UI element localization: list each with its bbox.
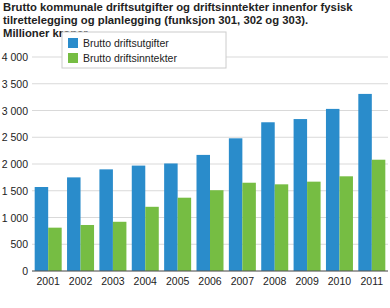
y-tick-label: 500	[10, 238, 28, 250]
y-tick-label: 2 500	[2, 131, 28, 143]
x-tick-label: 2009	[295, 275, 319, 287]
x-tick-label: 2002	[69, 275, 93, 287]
x-tick-label: 2006	[198, 275, 222, 287]
bar	[178, 198, 192, 271]
grid-line	[32, 271, 388, 272]
x-tick-label: 2001	[37, 275, 61, 287]
x-tick-label: 2005	[166, 275, 190, 287]
bar	[229, 138, 243, 271]
bar	[372, 160, 386, 271]
y-tick-label: 3 500	[2, 78, 28, 90]
title: Brutto kommunale driftsutgifter og drift…	[3, 1, 383, 27]
legend-label: Brutto driftsinntekter	[83, 52, 177, 64]
bar	[339, 176, 353, 271]
x-axis	[32, 271, 388, 272]
bar	[113, 222, 127, 271]
bar	[307, 182, 321, 271]
x-tick-label: 2008	[263, 275, 287, 287]
y-tick-label: 4 000	[2, 51, 28, 63]
y-tick-label: 3 000	[2, 105, 28, 117]
bar	[242, 183, 256, 271]
bar	[275, 184, 289, 271]
bar	[261, 122, 275, 271]
x-tick-label: 2007	[231, 275, 255, 287]
x-tick-label: 2003	[101, 275, 125, 287]
legend-swatch	[68, 38, 78, 48]
bar	[132, 166, 146, 271]
bar	[48, 228, 62, 271]
bars	[35, 94, 386, 271]
bar	[35, 187, 49, 271]
bar	[197, 155, 211, 271]
bar	[294, 119, 308, 271]
bar	[358, 94, 372, 271]
legend-swatch	[68, 53, 78, 63]
bar	[81, 225, 95, 271]
legend-label: Brutto driftsutgifter	[83, 37, 169, 49]
x-tick-label: 2011	[361, 275, 384, 287]
bar	[67, 177, 81, 271]
bar	[326, 109, 340, 271]
y-tick-label: 1 500	[2, 185, 28, 197]
y-tick-label: 2 000	[2, 158, 28, 170]
y-tick-label: 0	[22, 265, 28, 277]
x-tick-label: 2010	[328, 275, 352, 287]
bar	[210, 190, 224, 271]
x-tick-label: 2004	[134, 275, 158, 287]
bar	[99, 169, 113, 271]
y-tick-label: 1 000	[2, 212, 28, 224]
bar	[145, 207, 159, 271]
grid-line	[32, 83, 388, 84]
chart: 0 500 1 000 1 500 2 000 2 500 3 000 3 500 4 000 2…	[0, 0, 390, 308]
bar	[164, 163, 178, 271]
legend-box	[62, 32, 226, 68]
